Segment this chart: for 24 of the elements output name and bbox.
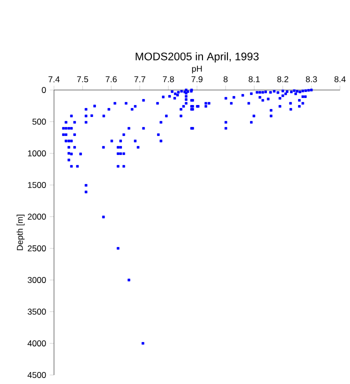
y-tick-label: 4500	[28, 372, 46, 378]
x-tick-label: 7.6	[106, 76, 117, 82]
y-tick-label: 0	[42, 87, 46, 93]
y-tick-label: 3500	[28, 308, 46, 315]
x-tick-label: 8.3	[306, 76, 317, 82]
x-tick-label: 7.9	[192, 76, 202, 82]
y-tick-label: 4000	[28, 340, 46, 346]
y-tick-label: 1500	[28, 182, 46, 188]
y-tick-label: 2000	[28, 214, 46, 220]
x-tick-label: 8	[224, 76, 228, 82]
x-tick-label: 7.4	[48, 76, 60, 82]
y-axis-title: Depth [m]	[16, 214, 25, 250]
chart-title: MODS2005 in April, 1993	[136, 52, 259, 62]
x-tick-label: 7.7	[134, 76, 146, 82]
x-tick-label: 8.2	[277, 76, 288, 82]
x-tick-label: 8.1	[248, 76, 260, 82]
x-axis-title: pH	[192, 66, 202, 74]
x-tick-label: 7.5	[77, 76, 88, 82]
y-tick-label: 2500	[28, 245, 46, 252]
y-tick-label: 1000	[28, 150, 46, 156]
x-tick-label: 8.4	[334, 76, 346, 82]
y-tick-label: 500	[32, 118, 46, 125]
y-tick-label: 3000	[28, 277, 46, 283]
x-tick-label: 7.8	[162, 76, 174, 82]
